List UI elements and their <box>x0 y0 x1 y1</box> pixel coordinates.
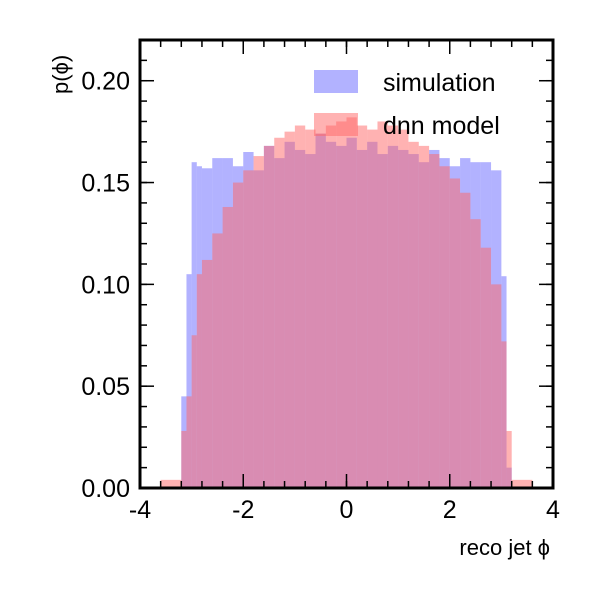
bar-dnn-model <box>491 284 502 488</box>
bar-dnn-model <box>501 341 507 488</box>
bar-dnn-model <box>191 335 197 488</box>
y-axis-label: p(ϕ) <box>48 55 73 94</box>
plot-frame <box>138 38 555 490</box>
bar-dnn-model <box>367 129 378 488</box>
bar-dnn-model <box>377 121 388 488</box>
bar-simulation <box>191 162 197 488</box>
bar-dnn-model <box>196 274 202 488</box>
legend: simulation dnn model <box>314 69 500 140</box>
y-tick-label: 0.15 <box>81 170 130 198</box>
bar-dnn-model <box>212 233 223 488</box>
bar-dnn-model <box>511 479 533 488</box>
bar-dnn-model <box>253 156 264 488</box>
bar-dnn-model <box>480 247 492 488</box>
bar-dnn-model <box>506 430 512 488</box>
bar-dnn-model <box>186 396 192 488</box>
bar-dnn-model <box>449 178 461 488</box>
y-tick-label: 0.05 <box>81 373 130 401</box>
bar-dnn-model <box>408 141 419 488</box>
bar-dnn-model <box>263 145 275 488</box>
bar-dnn-model <box>325 125 337 488</box>
bar-dnn-model <box>243 170 254 488</box>
bar-dnn-model <box>470 219 481 488</box>
x-tick-label: -4 <box>129 496 151 524</box>
bar-dnn-model <box>305 129 316 488</box>
bar-dnn-model <box>284 131 295 488</box>
y-tick-label: 0.00 <box>81 475 130 503</box>
bar-dnn-model <box>387 125 399 488</box>
bar-dnn-model <box>429 154 440 489</box>
bar-dnn-model <box>222 206 233 489</box>
x-tick-label: 0 <box>340 496 354 524</box>
bar-dnn-model <box>181 430 187 488</box>
bar-simulation <box>186 274 192 488</box>
bar-dnn-model <box>232 182 244 489</box>
legend-label-simulation: simulation <box>383 69 496 97</box>
legend-label-dnn-model: dnn model <box>383 112 500 140</box>
bar-dnn-model <box>201 259 213 488</box>
x-axis-label: reco jet ϕ <box>459 535 550 560</box>
x-tick-label: 4 <box>546 496 560 524</box>
bar-dnn-model <box>346 117 357 488</box>
y-tick-label: 0.10 <box>81 271 130 299</box>
series-dnn-model <box>160 117 533 489</box>
legend-swatch-dnn-model <box>314 113 358 136</box>
bar-dnn-model <box>160 479 182 488</box>
bar-dnn-model <box>439 166 450 488</box>
bar-dnn-model <box>274 137 285 488</box>
bar-dnn-model <box>315 133 326 489</box>
bar-dnn-model <box>356 125 368 488</box>
bar-dnn-model <box>336 121 347 488</box>
bar-dnn-model <box>294 125 306 488</box>
y-tick-label: 0.20 <box>81 68 130 96</box>
legend-swatch-simulation <box>314 70 358 93</box>
x-tick-label: -2 <box>232 496 254 524</box>
bar-dnn-model <box>398 129 409 488</box>
bar-dnn-model <box>418 145 430 488</box>
x-tick-label: 2 <box>443 496 457 524</box>
bar-dnn-model <box>460 192 471 489</box>
